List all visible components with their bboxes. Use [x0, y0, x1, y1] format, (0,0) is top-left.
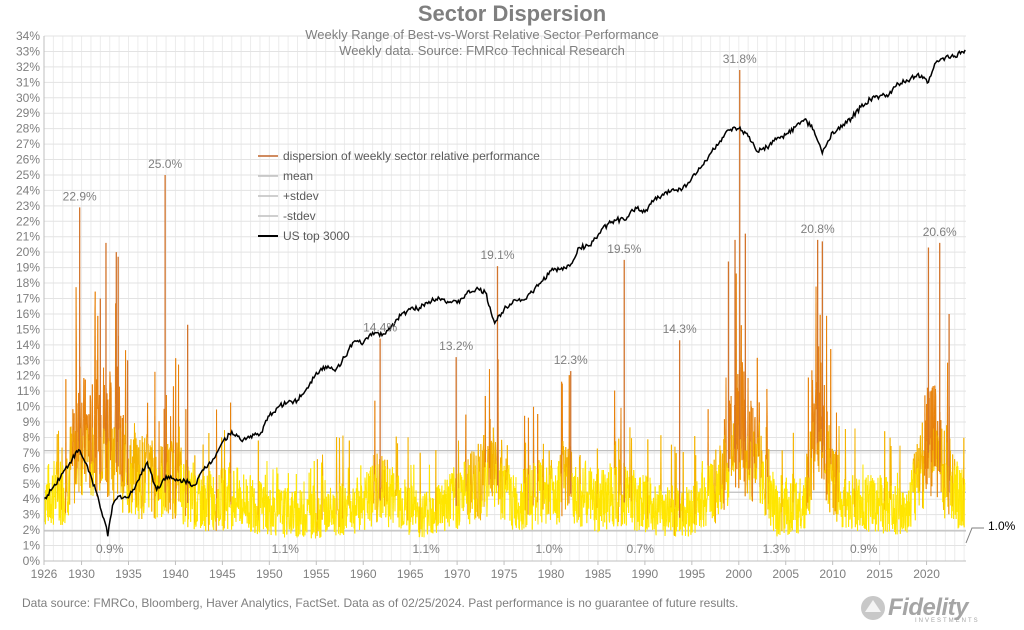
- logo-subtext: INVESTMENTS: [915, 618, 980, 624]
- logo-wordmark: Fidelity: [888, 594, 969, 621]
- annotation-label: 1.1%: [272, 542, 300, 556]
- legend-label: mean: [283, 169, 313, 183]
- annotation-label: 19.5%: [607, 242, 641, 256]
- x-tick-label: 1926: [31, 567, 58, 581]
- y-tick-label: 19%: [16, 261, 40, 275]
- x-tick-label: 1995: [678, 567, 705, 581]
- us-top-3000-line: [43, 49, 966, 537]
- y-tick-label: 31%: [16, 75, 40, 89]
- x-tick-label: 1930: [68, 567, 95, 581]
- footer-source-note: Data source: FMRCo, Bloomberg, Haver Ana…: [22, 596, 739, 610]
- y-tick-label: 13%: [16, 353, 40, 367]
- y-tick-label: 9%: [23, 415, 41, 429]
- chart-subtitle: Weekly Range of Best-vs-Worst Relative S…: [305, 27, 659, 42]
- annotation-label: 1.1%: [412, 542, 440, 556]
- annotation-label: 13.2%: [439, 339, 473, 353]
- annotation-label: 20.6%: [923, 225, 957, 239]
- annotation-label: 19.1%: [480, 248, 514, 262]
- annotation-label: 22.9%: [63, 189, 97, 203]
- y-tick-label: 27%: [16, 137, 40, 151]
- y-tick-label: 25%: [16, 168, 40, 182]
- dispersion-series: [43, 69, 966, 539]
- y-tick-label: 33%: [16, 44, 40, 58]
- y-tick-label: 6%: [23, 461, 41, 475]
- annotation-label: 12.3%: [554, 353, 588, 367]
- y-tick-label: 5%: [23, 477, 41, 491]
- legend: dispersion of weekly sector relative per…: [258, 149, 540, 243]
- y-tick-label: 15%: [16, 322, 40, 336]
- annotation-label: 0.7%: [627, 542, 655, 556]
- y-tick-label: 8%: [23, 430, 41, 444]
- y-tick-label: 32%: [16, 60, 40, 74]
- annotation-label: 1.0%: [988, 519, 1016, 533]
- x-tick-label: 1955: [303, 567, 330, 581]
- y-tick-label: 16%: [16, 307, 40, 321]
- x-tick-label: 1935: [115, 567, 142, 581]
- y-tick-label: 18%: [16, 276, 40, 290]
- annotation-label: 25.0%: [148, 157, 182, 171]
- annotation-label: 14.3%: [663, 322, 697, 336]
- y-tick-label: 4%: [23, 492, 41, 506]
- y-tick-label: 2%: [23, 523, 41, 537]
- annotations: 22.9% 25.0% 14.4% 13.2% 19.1% 12.3% 19.5% 14.3%…: [63, 52, 1016, 556]
- y-tick-label: 17%: [16, 292, 40, 306]
- x-tick-label: 1975: [491, 567, 518, 581]
- x-tick-label: 1945: [209, 567, 236, 581]
- annotation-label: 31.8%: [723, 52, 757, 66]
- annotation-label: 0.9%: [96, 542, 124, 556]
- x-tick-label: 2005: [772, 567, 799, 581]
- y-tick-label: 22%: [16, 214, 40, 228]
- x-tick-label: 2020: [913, 567, 940, 581]
- annotation-label: 1.0%: [535, 542, 563, 556]
- axes: 0%1% 2%3% 4%5% 6%7% 8%9%10% 11%12% 13%14% 15%16…: [16, 29, 966, 581]
- annotation-label: 14.4%: [363, 321, 397, 335]
- y-tick-label: 7%: [23, 446, 41, 460]
- y-tick-label: 0%: [23, 554, 41, 568]
- annotation-label: 20.8%: [801, 222, 835, 236]
- y-tick-label: 23%: [16, 199, 40, 213]
- y-tick-label: 28%: [16, 122, 40, 136]
- y-tick-label: 29%: [16, 106, 40, 120]
- y-tick-label: 1%: [23, 539, 41, 553]
- x-tick-label: 1950: [256, 567, 283, 581]
- legend-label: +stdev: [283, 189, 319, 203]
- x-tick-label: 2000: [725, 567, 752, 581]
- x-tick-label: 1985: [585, 567, 612, 581]
- y-tick-label: 10%: [16, 400, 40, 414]
- y-tick-label: 14%: [16, 338, 40, 352]
- x-tick-label: 1990: [632, 567, 659, 581]
- y-tick-label: 20%: [16, 245, 40, 259]
- annotation-label: 0.9%: [850, 542, 878, 556]
- x-tick-label: 2015: [866, 567, 893, 581]
- y-tick-label: 12%: [16, 369, 40, 383]
- chart-title: Sector Dispersion: [417, 1, 607, 26]
- x-tick-label: 1970: [444, 567, 471, 581]
- x-tick-label: 1940: [162, 567, 189, 581]
- y-tick-label: 11%: [17, 384, 40, 398]
- legend-label: US top 3000: [283, 229, 350, 243]
- legend-label: dispersion of weekly sector relative per…: [283, 149, 540, 163]
- x-tick-label: 1965: [397, 567, 424, 581]
- annotation-leader: [965, 527, 984, 544]
- x-tick-label: 1960: [350, 567, 377, 581]
- fidelity-logo-icon: [861, 596, 885, 620]
- x-tick-label: 2010: [819, 567, 846, 581]
- y-tick-label: 34%: [16, 29, 40, 43]
- fidelity-logo: Fidelity INVESTMENTS: [858, 591, 1016, 625]
- chart-source-subtitle: Weekly data. Source: FMRco Technical Res…: [339, 43, 625, 58]
- y-tick-label: 21%: [16, 230, 40, 244]
- y-tick-label: 3%: [23, 508, 41, 522]
- sector-dispersion-chart: 0%1% 2%3% 4%5% 6%7% 8%9%10% 11%12% 13%14% 15%16…: [16, 29, 1016, 581]
- y-tick-label: 24%: [16, 183, 40, 197]
- legend-label: -stdev: [283, 209, 316, 223]
- x-tick-label: 1980: [538, 567, 565, 581]
- y-tick-label: 30%: [16, 91, 40, 105]
- annotation-label: 1.3%: [763, 542, 791, 556]
- us-top-3000-series: [43, 49, 966, 537]
- y-tick-label: 26%: [16, 153, 40, 167]
